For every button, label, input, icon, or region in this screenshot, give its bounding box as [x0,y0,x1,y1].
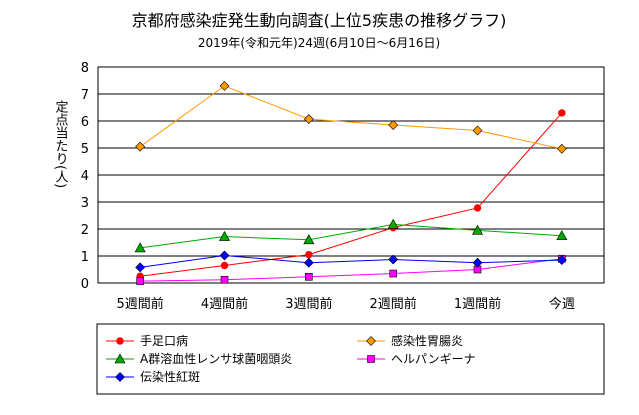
data-point [303,114,314,125]
data-point [473,204,482,212]
y-tick-label: 4 [81,169,89,184]
legend-label: ヘルパンギーナ [391,352,476,366]
chart-subtitle: 2019年(令和元年)24週(6月10日〜6月16日) [198,35,440,50]
plot-frame [97,66,605,284]
y-tick-label: 6 [81,115,89,130]
data-point [305,250,313,259]
data-point [556,255,567,265]
x-tick-label: 4週間前 [201,296,248,312]
y-tick-label: 1 [81,250,89,265]
data-point [556,230,568,241]
data-point [388,254,399,265]
data-point [387,218,399,229]
data-point [218,230,231,241]
series-line [139,85,562,150]
y-axis-label: 定点当たり(人) [53,100,69,188]
data-point [389,269,397,278]
series-line [140,112,563,277]
y-tick-label: 0 [81,277,89,292]
y-tick-label: 3 [81,196,89,211]
data-point [219,80,230,91]
legend-label: 伝染性紅斑 [140,369,200,384]
data-point [472,257,483,268]
series-line [140,254,562,268]
data-point [303,257,314,268]
legend-box [96,323,605,395]
data-point [219,250,230,261]
chart-title: 京都府感染症発生動向調査(上位5疾患の推移グラフ) [132,11,507,30]
legend-item: 感染性胃腸炎 [357,333,463,348]
plot-area: 0 1 2 3 4 5 6 7 8 5週間前 4週間前 3週間前 2週間前 1週間前 今週 [81,61,605,312]
data-point [135,141,146,152]
series-line [140,258,562,282]
data-point [134,242,146,253]
legend-marker [116,337,124,345]
x-tick-label: 3週間前 [285,296,332,312]
data-point [136,277,144,285]
legend-item: 手足口病 [106,333,188,348]
legend-marker [367,355,375,363]
legend-marker [366,336,376,346]
y-tick-label: 7 [81,88,89,103]
data-point [388,120,399,130]
data-point [471,224,484,235]
legend-item: ヘルパンギーナ [357,352,476,366]
legend-label: A群溶血性レンサ球菌咽頭炎 [140,351,292,366]
data-point [135,262,146,273]
x-tick-label: 5週間前 [117,296,164,312]
legend-item: 伝染性紅斑 [106,369,200,384]
x-tick-label: 今週 [549,296,575,312]
data-point [220,275,229,284]
data-point [220,261,229,270]
legend-item: A群溶血性レンサ球菌咽頭炎 [106,351,292,366]
data-point [556,143,567,154]
x-tick-label: 2週間前 [370,296,417,312]
data-point [558,109,566,117]
y-tick-label: 2 [81,223,89,238]
data-point [472,125,483,136]
legend-label: 手足口病 [140,333,188,348]
y-tick-label: 5 [81,142,89,157]
legend-label: 感染性胃腸炎 [391,333,463,348]
legend-marker [114,353,126,364]
y-tick-label: 8 [81,61,89,76]
data-point [305,272,313,281]
data-point [303,234,315,245]
x-tick-label: 1週間前 [454,296,501,312]
legend-marker [115,372,125,382]
series-line [140,223,562,249]
